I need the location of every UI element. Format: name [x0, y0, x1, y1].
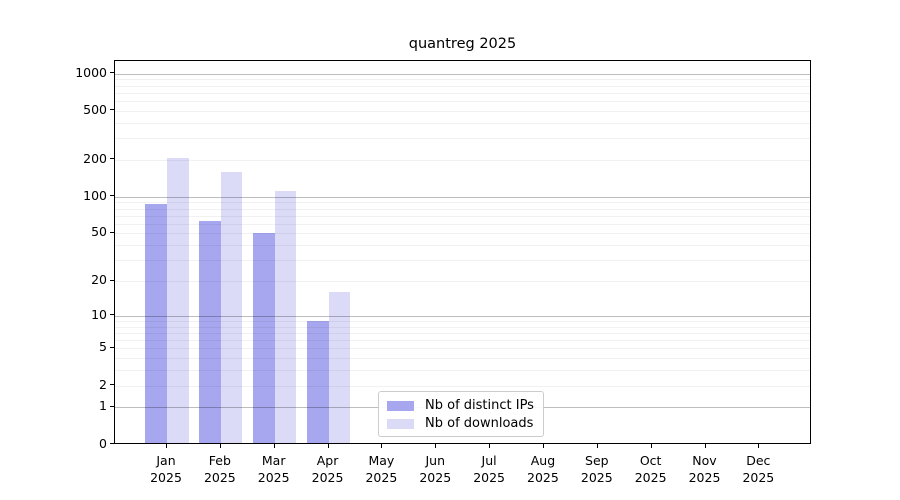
gridline-major-100	[115, 196, 810, 198]
y-tick-label-10: 10	[91, 306, 107, 322]
x-tick-nov	[704, 444, 706, 448]
x-tick-oct	[650, 444, 652, 448]
gridline-minor-9	[115, 320, 810, 322]
y-tick-label-2: 2	[99, 376, 107, 392]
gridline-major-10	[115, 315, 810, 317]
x-tick-jul	[489, 444, 491, 448]
gridline-minor-800	[115, 85, 810, 87]
y-tick-5	[110, 346, 114, 348]
x-tick-label-sep: Sep 2025	[580, 453, 613, 485]
x-tick-label-jun: Jun 2025	[419, 453, 452, 485]
gridline-minor-4	[115, 358, 810, 360]
x-tick-label-jul: Jul 2025	[473, 453, 505, 485]
gridline-minor-30	[115, 260, 810, 262]
x-tick-dec	[758, 444, 760, 448]
gridline-minor-400	[115, 122, 810, 124]
x-tick-jan	[166, 444, 167, 448]
y-tick-label-5: 5	[99, 339, 107, 355]
gridline-minor-7	[115, 332, 810, 334]
y-tick-label-200: 200	[83, 150, 107, 166]
gridline-minor-20	[115, 281, 810, 283]
gridline-minor-40	[115, 245, 810, 247]
x-tick-mar	[273, 444, 275, 448]
y-tick-2	[110, 384, 114, 386]
legend-box: Nb of distinct IPs Nb of downloads	[378, 391, 544, 437]
y-tick-1000	[110, 72, 114, 74]
gridline-minor-2	[115, 385, 810, 387]
y-tick-label-1000: 1000	[75, 64, 107, 80]
y-tick-10	[110, 314, 114, 316]
x-tick-jun	[435, 444, 437, 448]
y-tick-label-100: 100	[83, 187, 107, 203]
x-tick-feb	[219, 444, 221, 448]
x-tick-label-dec: Dec 2025	[742, 453, 775, 485]
y-tick-200	[110, 158, 114, 160]
bar-nb-of-distinct-ips-jan	[145, 204, 167, 443]
y-tick-100	[110, 195, 114, 197]
gridline-minor-200	[115, 159, 810, 161]
gridline-minor-8	[115, 326, 810, 328]
plot-area	[114, 60, 811, 444]
bar-nb-of-downloads-feb	[220, 171, 243, 443]
legend-entry-distinct-ips: Nb of distinct IPs	[387, 397, 535, 415]
gridline-minor-70	[115, 215, 810, 217]
gridline-minor-900	[115, 79, 810, 81]
x-tick-label-oct: Oct 2025	[634, 453, 667, 485]
gridline-minor-500	[115, 110, 810, 112]
x-tick-label-feb: Feb 2025	[203, 453, 236, 485]
gridline-minor-50	[115, 233, 810, 235]
legend-entry-downloads: Nb of downloads	[387, 415, 535, 433]
y-tick-20	[110, 279, 114, 281]
x-tick-label-jan: Jan 2025	[150, 453, 182, 485]
gridline-minor-80	[115, 208, 810, 210]
x-tick-label-apr: Apr 2025	[311, 453, 344, 485]
gridline-major-1000	[115, 73, 810, 75]
gridline-minor-700	[115, 92, 810, 94]
x-tick-label-mar: Mar 2025	[257, 453, 290, 485]
chart-title: quantreg 2025	[408, 36, 517, 52]
gridline-minor-300	[115, 138, 810, 140]
legend-label-distinct-ips: Nb of distinct IPs	[425, 398, 534, 413]
y-tick-label-0: 0	[99, 435, 107, 451]
y-tick-label-500: 500	[83, 101, 107, 117]
bar-nb-of-downloads-mar	[274, 190, 297, 443]
y-tick-1	[110, 405, 114, 407]
gridline-minor-60	[115, 223, 810, 225]
legend-label-downloads: Nb of downloads	[425, 416, 534, 431]
bar-nb-of-distinct-ips-mar	[253, 233, 275, 443]
bar-nb-of-distinct-ips-apr	[306, 320, 329, 443]
x-tick-aug	[542, 444, 544, 448]
gridline-minor-6	[115, 340, 810, 342]
legend-swatch-downloads	[387, 419, 414, 429]
gridline-minor-600	[115, 101, 810, 103]
gridline-minor-5	[115, 348, 810, 350]
y-tick-50	[110, 231, 114, 233]
x-tick-sep	[596, 444, 598, 448]
bar-nb-of-distinct-ips-feb	[199, 221, 221, 443]
y-tick-label-1: 1	[99, 398, 107, 414]
gridline-minor-90	[115, 202, 810, 204]
y-tick-label-20: 20	[91, 272, 107, 288]
gridline-minor-3	[115, 370, 810, 372]
x-tick-label-may: May 2025	[365, 453, 398, 485]
bar-nb-of-downloads-apr	[328, 292, 351, 443]
y-tick-0	[110, 443, 114, 444]
bar-nb-of-downloads-jan	[167, 158, 189, 443]
legend-swatch-distinct-ips	[387, 401, 414, 411]
x-tick-may	[381, 444, 383, 448]
x-tick-apr	[327, 444, 329, 448]
x-tick-label-nov: Nov 2025	[688, 453, 721, 485]
y-tick-500	[110, 109, 114, 111]
y-tick-label-50: 50	[91, 224, 107, 240]
x-tick-label-aug: Aug 2025	[527, 453, 559, 485]
